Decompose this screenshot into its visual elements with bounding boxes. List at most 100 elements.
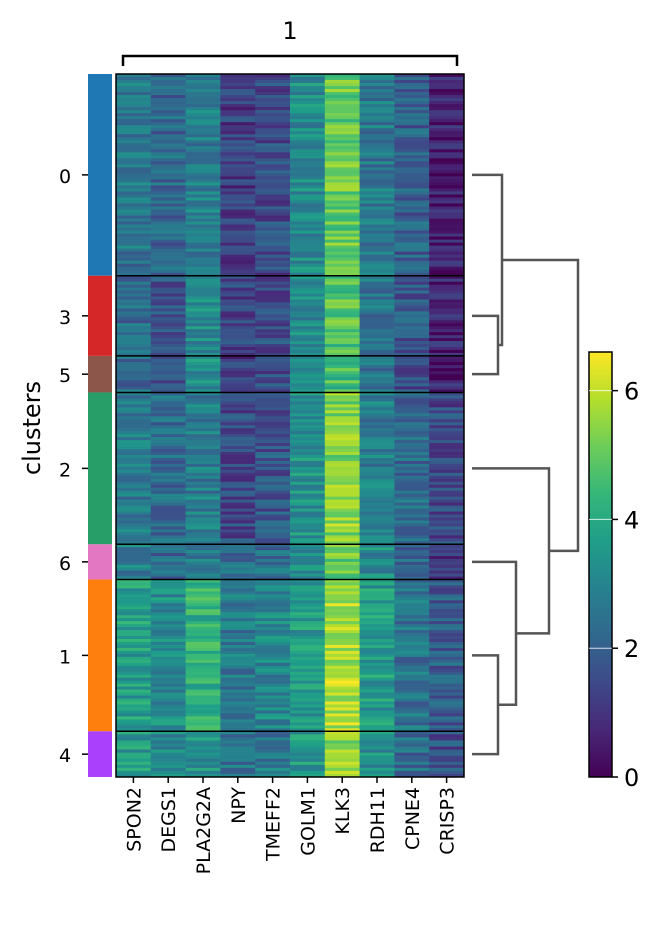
heatmap-cell-6-CPNE4 (394, 544, 430, 580)
gene-label-RDH11: RDH11 (367, 787, 389, 853)
heatmap-cell-3-CPNE4 (394, 275, 430, 357)
gene-label-KLK3: KLK3 (332, 787, 354, 835)
heatmap-cell-2-CPNE4 (394, 392, 430, 545)
heatmap-cell-2-CRISP3 (429, 392, 465, 545)
heatmap-cell-3-GOLM1 (290, 275, 326, 357)
heatmap-cell-0-KLK3 (324, 74, 360, 277)
colorbar-tick-label: 6 (624, 378, 639, 406)
gene-labels: SPON2 DEGS1 PLA2G2A NPY TMEFF2 GOLM1 KLK3 RDH11… (123, 777, 459, 874)
dendrogram-link-2-614 (472, 467, 551, 635)
heatmap-cell-1-GOLM1 (290, 579, 326, 732)
cluster-labels: 0 3 5 2 6 1 4 (59, 166, 88, 767)
cluster-6-color-block (88, 544, 112, 580)
dendrogram (472, 173, 580, 756)
heatmap-cell-6-GOLM1 (290, 544, 326, 580)
cluster-label: 5 (59, 365, 71, 387)
heatmap-cell-3-RDH11 (359, 275, 395, 357)
heatmap-cell-4-PLA2G2A (185, 731, 221, 778)
cluster-label: 0 (59, 166, 71, 188)
heatmap-cell-0-CPNE4 (394, 74, 430, 277)
dendrogram-link-1-4 (472, 654, 500, 756)
cluster-label: 6 (59, 553, 71, 575)
heatmap-cell-5-GOLM1 (290, 355, 326, 393)
gene-label-NPY: NPY (228, 787, 250, 824)
heatmap-cell-4-RDH11 (359, 731, 395, 778)
heatmap-cell-0-PLA2G2A (185, 74, 221, 277)
cluster-label: 1 (59, 646, 71, 668)
gene-label-SPON2: SPON2 (123, 787, 145, 852)
heatmap-cell-4-GOLM1 (290, 731, 326, 778)
cluster-label: 4 (59, 745, 71, 767)
heatmap-cell-6-DEGS1 (150, 544, 186, 580)
heatmap-cell-1-KLK3 (324, 579, 360, 732)
heatmap-cell-1-TMEFF2 (255, 579, 291, 732)
heatmap-cell-3-NPY (220, 275, 256, 357)
heatmap-cell-3-PLA2G2A (185, 275, 221, 357)
heatmap-cell-6-NPY (220, 544, 256, 580)
cluster-4-color-block (88, 731, 112, 777)
heatmap-cell-0-DEGS1 (150, 74, 186, 277)
heatmap-cell-5-PLA2G2A (185, 355, 221, 393)
gene-group-label: 1 (282, 17, 297, 45)
heatmap-cell-1-SPON2 (116, 579, 152, 732)
gene-label-DEGS1: DEGS1 (158, 787, 180, 853)
heatmap-cell-1-CRISP3 (429, 579, 465, 732)
heatmap-cell-2-GOLM1 (290, 392, 326, 545)
cluster-0-color-block (88, 74, 112, 276)
heatmap-cell-1-NPY (220, 579, 256, 732)
heatmap-cell-2-KLK3 (324, 392, 360, 545)
heatmap-cell-2-DEGS1 (150, 392, 186, 545)
colorbar-tick-label: 0 (624, 764, 639, 792)
heatmap-cell-6-PLA2G2A (185, 544, 221, 580)
heatmap-cell-5-RDH11 (359, 355, 395, 393)
cluster-separators (116, 275, 464, 733)
gene-group-bracket (121, 54, 459, 66)
heatmap-cell-2-SPON2 (116, 392, 152, 545)
heatmap-cell-2-PLA2G2A (185, 392, 221, 545)
heatmap-cells (116, 74, 465, 778)
cluster-label: 3 (59, 307, 71, 329)
heatmap-cell-2-RDH11 (359, 392, 395, 545)
gene-label-CRISP3: CRISP3 (437, 787, 459, 855)
heatmap-cell-4-NPY (220, 731, 256, 778)
heatmap-cell-2-NPY (220, 392, 256, 545)
heatmap-cell-0-SPON2 (116, 74, 152, 277)
heatmap-cell-1-RDH11 (359, 579, 395, 732)
heatmap-cell-1-DEGS1 (150, 579, 186, 732)
dendrogram-link-3-5 (472, 314, 500, 376)
heatmap-cell-6-KLK3 (324, 544, 360, 580)
heatmap-cell-3-KLK3 (324, 275, 360, 357)
heatmap-cell-4-TMEFF2 (255, 731, 291, 778)
heatmap-cell-6-SPON2 (116, 544, 152, 580)
heatmap-cell-2-TMEFF2 (255, 392, 291, 545)
heatmap-cell-6-TMEFF2 (255, 544, 291, 580)
heatmap-cell-4-SPON2 (116, 731, 152, 778)
y-axis-label: clusters (18, 381, 46, 475)
colorbar-gradient (588, 351, 613, 778)
cluster-1-color-block (88, 579, 112, 732)
dendrogram-link-6-14 (472, 560, 518, 707)
cluster-5-color-block (88, 355, 112, 393)
colorbar-tick-label: 4 (624, 506, 639, 534)
heatmap-cell-0-CRISP3 (429, 74, 465, 277)
heatmap-cell-5-TMEFF2 (255, 355, 291, 393)
heatmap-cell-3-TMEFF2 (255, 275, 291, 357)
colorbar-tick-label: 2 (624, 635, 639, 663)
heatmap-cell-0-RDH11 (359, 74, 395, 277)
gene-label-GOLM1: GOLM1 (297, 787, 319, 856)
heatmap-cell-3-CRISP3 (429, 275, 465, 357)
cluster-2-color-block (88, 392, 112, 545)
heatmap-cell-3-DEGS1 (150, 275, 186, 357)
heatmap-cell-5-KLK3 (324, 355, 360, 393)
cluster-color-strip (88, 74, 112, 777)
heatmap-cell-1-PLA2G2A (185, 579, 221, 732)
heatmap-cell-4-KLK3 (324, 731, 360, 778)
gene-label-PLA2G2A: PLA2G2A (193, 787, 215, 874)
heatmap-cell-6-RDH11 (359, 544, 395, 580)
heatmap-cell-5-DEGS1 (150, 355, 186, 393)
gene-label-TMEFF2: TMEFF2 (263, 787, 285, 862)
cluster-label: 2 (59, 459, 71, 481)
heatmap-cell-5-NPY (220, 355, 256, 393)
heatmap-cell-0-NPY (220, 74, 256, 277)
